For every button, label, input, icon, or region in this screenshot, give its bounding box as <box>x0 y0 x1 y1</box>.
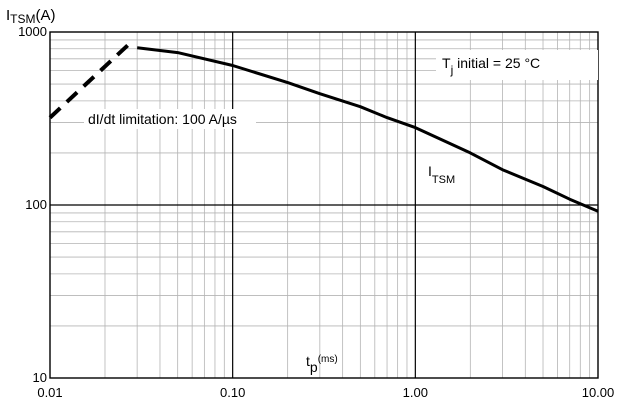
didt-annotation: dI/dt limitation: 100 A/µs <box>88 111 237 127</box>
plot-frame <box>49 31 599 379</box>
y-axis-title-unit: (A) <box>36 7 56 24</box>
y-tick-label: 10 <box>33 370 47 385</box>
series-layer <box>48 40 599 213</box>
curve-label-main: I <box>428 163 432 179</box>
x-tick-label: 1.00 <box>403 385 428 400</box>
curve-label-sub: TSM <box>432 174 455 186</box>
tj-sub: j <box>450 63 454 77</box>
tj-main: T <box>442 55 451 71</box>
x-axis-title: tp(ms) <box>306 353 338 375</box>
tj-annotation: Tj initial = 25 °C <box>442 55 540 77</box>
curve-label: ITSM <box>428 163 455 186</box>
y-tick-label: 100 <box>25 197 47 212</box>
major-grid <box>50 32 598 378</box>
x-tick-label: 10.00 <box>582 385 615 400</box>
x-axis-title-unit: (ms) <box>318 354 338 365</box>
tj-rest: initial = 25 °C <box>453 55 540 71</box>
didt-limitation-line <box>48 40 134 120</box>
didt-annotation-box <box>84 109 256 129</box>
x-axis-title-main: t <box>306 353 310 369</box>
x-tick-label: 0.01 <box>37 385 62 400</box>
y-tick-label: 1000 <box>18 24 47 39</box>
y-axis-title-main: I <box>6 7 10 24</box>
tick-labels: 0.01 0.10 1.00 10.00 10 100 1000 <box>18 24 614 400</box>
y-axis-title-sub: TSM <box>10 12 35 26</box>
x-tick-label: 0.10 <box>220 385 245 400</box>
itsm-curve <box>137 46 599 213</box>
tj-annotation-box <box>436 50 598 80</box>
y-axis-title: ITSM(A) <box>6 7 56 26</box>
x-axis-title-sub: p <box>310 359 318 375</box>
